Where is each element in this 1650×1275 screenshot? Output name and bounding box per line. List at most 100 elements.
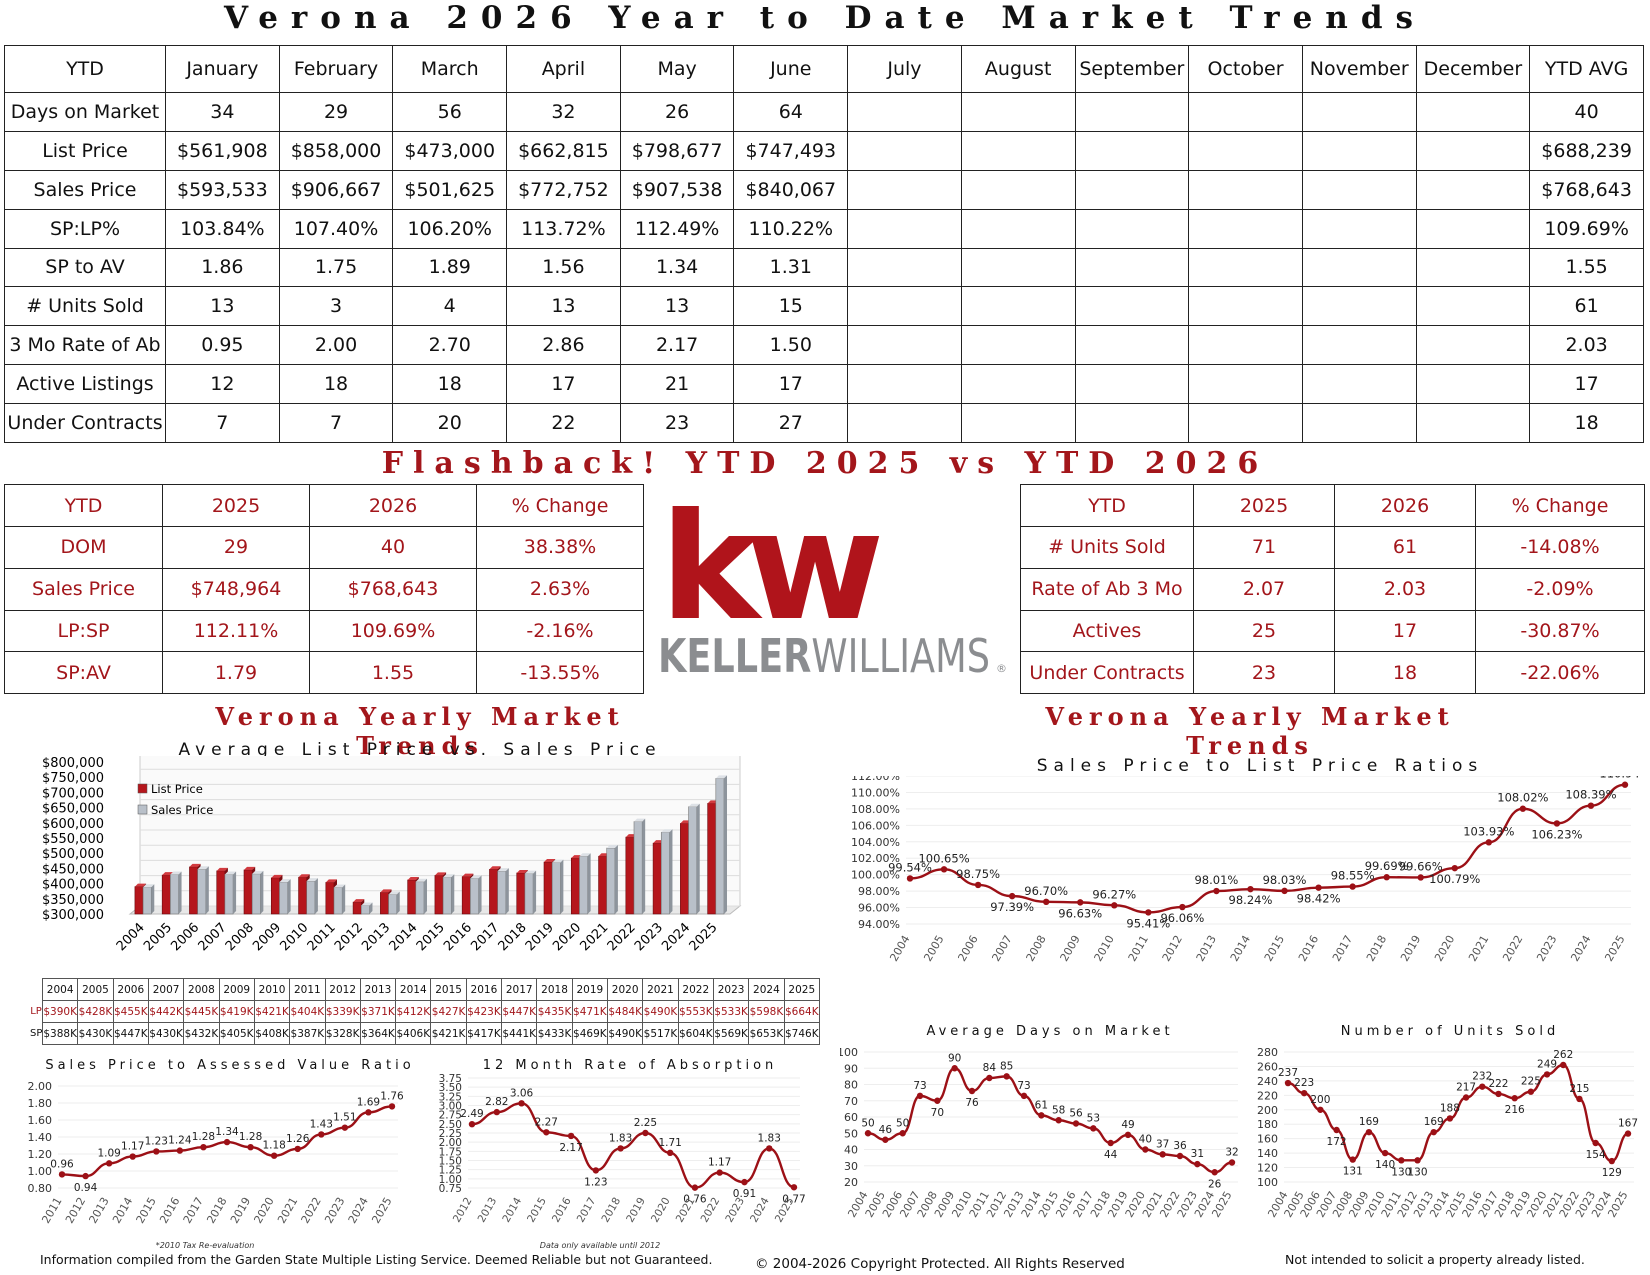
y-tick-label: 90 [844, 1062, 858, 1075]
ytd-cell: $906,667 [278, 169, 394, 210]
ytd-row-label: SP to AV [4, 247, 166, 288]
ytd-cell: 18 [392, 364, 508, 404]
data-point [1495, 1090, 1502, 1098]
ytd-cell [847, 364, 962, 404]
data-point [1451, 864, 1458, 872]
data-label: 98.03% [1263, 873, 1307, 887]
data-label: 56 [1069, 1108, 1083, 1120]
year-cell: 2004 [41, 978, 79, 1001]
x-tick-label: 2021 [577, 920, 611, 954]
ytd-cell: 29 [278, 92, 394, 132]
bar-side [178, 871, 182, 914]
ytd-cell [1188, 169, 1303, 210]
y-tick-label: 108.00% [851, 803, 900, 816]
bar-top [134, 883, 147, 887]
x-tick-label: 2013 [1194, 933, 1219, 964]
data-point [934, 1097, 941, 1104]
y-tick-label: 2.75 [439, 1110, 462, 1122]
data-point [940, 866, 948, 873]
bar-side [151, 884, 155, 914]
bar-sales [306, 880, 316, 915]
ytd-cell: $907,538 [619, 169, 735, 210]
lp-cell: $553K [677, 1000, 714, 1023]
y-tick-label: 1.25 [439, 1165, 462, 1177]
y-tick-label: 3.00 [439, 1101, 462, 1113]
bar-top [552, 859, 564, 863]
ytd-cell: $473,000 [392, 130, 508, 171]
data-point [1284, 1079, 1292, 1087]
compare-cell: 2.03 [1334, 567, 1476, 611]
bar-list [352, 901, 362, 915]
ytd-row-label: SP:LP% [4, 208, 166, 249]
lp-cell: $484K [606, 1000, 644, 1023]
x-tick-label: 2014 [110, 1195, 135, 1226]
data-point [58, 1171, 66, 1178]
data-label: 1.76 [380, 1090, 404, 1102]
bar-side [614, 845, 618, 914]
year-cell: 2011 [289, 978, 326, 1001]
data-label: 2.49 [460, 1108, 483, 1120]
bar-top [688, 803, 700, 807]
year-cell: 2013 [359, 978, 397, 1001]
data-point [691, 1184, 699, 1191]
y-tick-label: 102.00% [851, 852, 900, 865]
data-label: 99.69% [1365, 859, 1409, 873]
data-point [968, 1087, 976, 1095]
compare-header-cell: 2026 [309, 484, 477, 527]
bar-sales [715, 778, 725, 915]
ytd-cell: 64 [733, 92, 849, 132]
sp-cell: $417K [465, 1022, 503, 1045]
data-point [270, 1152, 278, 1159]
lp-cell: $455K [112, 1000, 149, 1023]
data-label: 96.70% [1024, 884, 1068, 898]
ytd-cell [1188, 403, 1303, 443]
ytd-row: SP to AV 1.86 1.75 1.89 1.56 1.34 1.31 1.55 [4, 247, 1644, 288]
compare-cell: SP:AV [4, 651, 163, 694]
x-tick-label: 2005 [921, 933, 946, 964]
x-tick-label: 2020 [1432, 933, 1457, 964]
data-label: 40 [1139, 1134, 1152, 1146]
data-label: 1.17 [708, 1157, 731, 1169]
y-tick-label: 20 [844, 1176, 858, 1189]
bar-top [189, 863, 201, 867]
data-point [1417, 874, 1424, 881]
compare-cell: 18 [1334, 651, 1476, 694]
data-label: 223 [1294, 1077, 1314, 1089]
spav-chart-title: Sales Price to Assessed Value Ratio [45, 1058, 415, 1073]
data-label: 98.55% [1331, 869, 1375, 883]
data-point [129, 1153, 136, 1160]
sp-cell: $653K [748, 1022, 785, 1045]
compare-header-row: YTD 2025 2026% Change [4, 484, 644, 527]
bar-sales [333, 887, 343, 915]
bar-top [380, 889, 392, 893]
footer-right: Not intended to solicit a property alrea… [1285, 1252, 1585, 1267]
lp-cell: $412K [395, 1000, 432, 1023]
x-tick-label: 2021 [674, 1196, 698, 1225]
ytd-header-10: October [1188, 45, 1303, 93]
year-cell: 2009 [218, 978, 255, 1001]
data-point [1543, 1071, 1551, 1078]
ytd-cell: 2.86 [506, 325, 621, 366]
data-point [567, 1132, 575, 1140]
data-label: 2.25 [634, 1117, 657, 1129]
data-point [864, 1130, 872, 1137]
x-tick-label: 2020 [251, 1195, 276, 1226]
data-label: 2.82 [485, 1096, 508, 1108]
y-tick-label: $550,000 [42, 832, 104, 847]
data-point [1624, 1130, 1632, 1137]
ytd-cell [847, 325, 962, 366]
ytd-cell: 112.49% [619, 208, 735, 249]
compare-cell: 40 [309, 526, 477, 569]
data-point [1349, 1156, 1356, 1163]
ytd-cell [1188, 208, 1303, 249]
data-label: 90 [948, 1052, 961, 1064]
y-tick-label: 1.00 [28, 1165, 53, 1178]
ytd-cell [1301, 208, 1417, 249]
bar-list [680, 823, 689, 915]
x-tick-label: 2023 [723, 1196, 747, 1225]
logo-williams: WILLIAMS [811, 629, 990, 683]
data-point [1511, 1095, 1518, 1102]
data-point [1592, 1139, 1599, 1147]
x-tick-label: 2021 [1466, 933, 1491, 964]
x-tick-label: 2009 [250, 920, 284, 954]
